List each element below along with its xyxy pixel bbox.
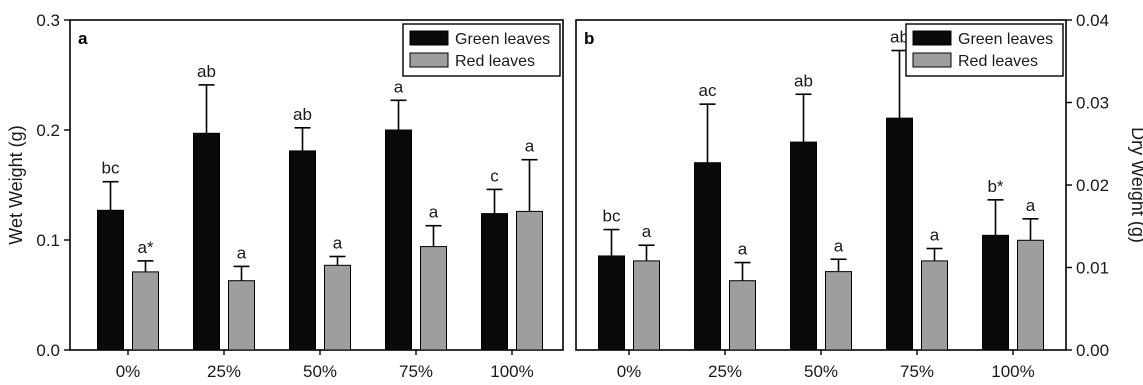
legend: Green leaves Red leaves [905, 23, 1064, 77]
bar [324, 264, 351, 351]
y-tick-label: 0.04 [1076, 11, 1109, 30]
bar [598, 255, 625, 351]
bar [729, 280, 756, 351]
significance-label: b* [987, 177, 1003, 196]
legend-swatch [912, 30, 952, 46]
legend-label: Red leaves [958, 53, 1038, 70]
significance-label: a [237, 243, 247, 262]
legend-label: Green leaves [455, 31, 550, 48]
chart-panel-b: b 0.00 0.01 0.02 0.03 0.04 Dry Weight (g) 0% bc a… [575, 11, 1143, 381]
y-tick-label: 0.2 [36, 121, 60, 140]
bar [921, 260, 948, 351]
chart-panel-a: a 0.0 0.1 0.2 0.3 Wet Weight (g) 0% bc a* 25% ab a 5… [6, 11, 564, 381]
significance-label: c [490, 166, 499, 185]
bar [790, 141, 817, 351]
x-tick-label: 75% [900, 362, 934, 381]
significance-label: ab [293, 105, 312, 124]
legend-label: Green leaves [958, 31, 1053, 48]
legend-swatch [912, 52, 952, 68]
significance-label: ab [794, 71, 813, 90]
y-tick-label: 0.03 [1076, 94, 1109, 113]
panel-label: b [584, 29, 594, 48]
x-tick-label: 0% [617, 362, 642, 381]
x-tick-label: 0% [116, 362, 141, 381]
x-tick-label: 75% [399, 362, 433, 381]
bar [289, 150, 316, 351]
significance-label: a [738, 240, 748, 259]
panel-label: a [78, 29, 88, 48]
significance-label: a* [137, 238, 153, 257]
legend-label: Red leaves [455, 53, 535, 70]
significance-label: a [333, 234, 343, 253]
y-tick-label: 0.3 [36, 11, 60, 30]
legend: Green leaves Red leaves [402, 23, 561, 77]
bar [385, 129, 412, 351]
bar [228, 280, 255, 351]
y-tick-label: 0.02 [1076, 176, 1109, 195]
legend-swatch [409, 52, 449, 68]
bar [132, 271, 159, 351]
significance-label: a [642, 222, 652, 241]
bar [193, 132, 220, 351]
significance-label: a [1026, 196, 1036, 215]
significance-label: a [525, 137, 535, 156]
significance-label: a [834, 236, 844, 255]
bar [982, 234, 1009, 351]
y-tick-label: 0.01 [1076, 259, 1109, 278]
bar [633, 260, 660, 351]
significance-label: a [394, 77, 404, 96]
y-axis-title: Wet Weight (g) [6, 125, 26, 244]
y-tick-label: 0.0 [36, 341, 60, 360]
plot-frame [69, 19, 564, 351]
x-tick-label: 50% [804, 362, 838, 381]
x-tick-label: 25% [708, 362, 742, 381]
significance-label: ab [890, 28, 909, 47]
bar [420, 246, 447, 351]
bar [516, 210, 543, 351]
bar [825, 271, 852, 351]
bar [886, 117, 913, 351]
x-tick-label: 25% [207, 362, 241, 381]
bar [97, 209, 124, 351]
significance-label: ab [197, 62, 216, 81]
y-tick-label: 0.1 [36, 231, 60, 250]
y-tick-label: 0.00 [1076, 341, 1109, 360]
x-tick-label: 100% [490, 362, 533, 381]
significance-label: ac [699, 81, 717, 100]
bar [694, 162, 721, 351]
legend-swatch [409, 30, 449, 46]
bar [1017, 239, 1044, 351]
significance-label: bc [603, 207, 621, 226]
x-tick-label: 100% [991, 362, 1034, 381]
significance-label: bc [102, 159, 120, 178]
significance-label: a [429, 203, 439, 222]
x-tick-label: 50% [303, 362, 337, 381]
y-axis-title: Dry Weight (g) [1128, 127, 1143, 243]
bar [481, 213, 508, 351]
significance-label: a [930, 226, 940, 245]
